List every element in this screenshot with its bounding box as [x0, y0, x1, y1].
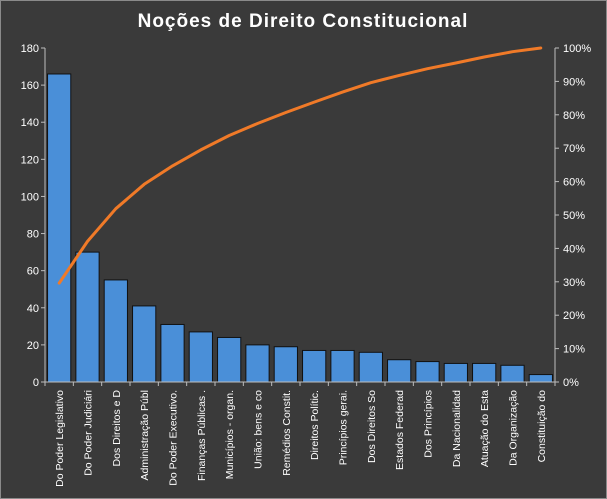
bar: [500, 364, 525, 383]
right-tick-label: 30%: [563, 277, 585, 289]
bar: [160, 323, 185, 383]
category-label: Do Poder Legislativo: [54, 390, 66, 487]
left-tick-label: 180: [21, 43, 39, 55]
cumulative-line: [57, 46, 543, 285]
right-tick-label: 60%: [563, 177, 585, 189]
right-tick-label: 0%: [563, 377, 579, 389]
bar: [75, 251, 100, 383]
right-tick-label: 50%: [563, 210, 585, 222]
bar: [132, 305, 157, 383]
category-label: Princípios gerai.: [338, 390, 350, 465]
right-tick-label: 100%: [563, 43, 591, 55]
bar: [330, 349, 355, 383]
left-tick-label: 0: [33, 377, 39, 389]
left-tick-label: 60: [27, 266, 39, 278]
left-tick-label: 120: [21, 154, 39, 166]
category-label: Do Poder Judiciári: [83, 390, 95, 476]
bar: [188, 331, 213, 383]
right-tick-label: 40%: [563, 243, 585, 255]
category-label: Do Poder Executivo.: [168, 390, 180, 486]
category-label: Remédios Constit.: [281, 390, 293, 476]
bar: [443, 362, 468, 383]
left-tick-label: 40: [27, 303, 39, 315]
bar: [245, 344, 270, 383]
left-axis-ticks: 0 20 40 60 80 100 120 140 160 180: [21, 43, 39, 389]
left-tick-label: 100: [21, 191, 39, 203]
category-label: Constituição do: [536, 390, 548, 463]
category-label: Dos Princípios: [423, 390, 435, 458]
category-label: Dos Direitos e D: [111, 390, 123, 467]
right-tick-label: 80%: [563, 110, 585, 122]
category-label: Dos Direitos So: [366, 390, 378, 463]
axes: [41, 47, 559, 386]
category-label: União: bens e co: [253, 390, 265, 469]
bar: [528, 374, 553, 383]
right-tick-label: 90%: [563, 76, 585, 88]
bar-series: [47, 73, 553, 383]
category-label: Atuação do Esta: [479, 390, 491, 467]
category-label: Da Nacionalidad: [451, 390, 463, 467]
bar: [103, 279, 128, 383]
category-label: Municípios - organ.: [224, 390, 236, 479]
right-tick-label: 10%: [563, 344, 585, 356]
bar: [47, 73, 72, 383]
bar: [358, 351, 383, 383]
right-tick-label: 20%: [563, 310, 585, 322]
category-labels: Do Poder Legislativo Do Poder Judiciári Do…: [54, 390, 548, 487]
bar: [387, 359, 412, 383]
bar: [217, 336, 242, 383]
right-axis-ticks: 0% 10% 20% 30% 40% 50% 60% 70% 80% 90% 100%: [563, 43, 591, 389]
category-label: Direitos Polític.: [309, 390, 321, 460]
chart-title: Noções de Direito Constitucional: [138, 11, 469, 32]
bar: [415, 361, 440, 383]
bar: [472, 362, 497, 383]
left-tick-label: 80: [27, 229, 39, 241]
bar: [273, 346, 298, 383]
bar: [302, 349, 327, 383]
left-tick-label: 160: [21, 80, 39, 92]
left-tick-label: 20: [27, 340, 39, 352]
right-tick-label: 70%: [563, 143, 585, 155]
category-label: Da Organização: [508, 390, 520, 466]
cumulative-line-series: [57, 46, 543, 285]
category-label: Estados Federad: [394, 390, 406, 470]
left-tick-label: 140: [21, 117, 39, 129]
category-label: Finanças Públicas .: [196, 390, 208, 481]
category-label: Administração Públ: [139, 390, 151, 480]
